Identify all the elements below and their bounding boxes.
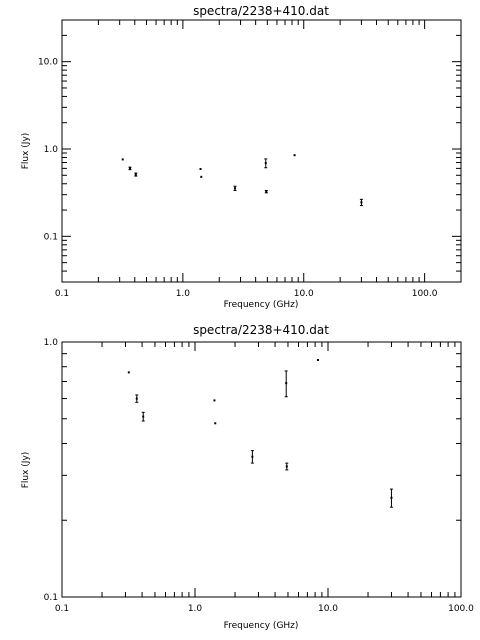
bottom-data-marker [127,371,130,374]
bottom-panel: spectra/2238+410.dat 0.1 1.0 10.0 100.0 0.1 1… [21,323,474,631]
top-data-point [264,189,268,194]
top-axis-ticks: 0.1 1.0 10.0 100.0 0.1 1.0 10.0 [38,19,462,299]
bottom-data-point [316,358,319,361]
bottom-data-point [284,370,288,398]
top-data-marker [265,190,268,193]
top-data-point [128,166,132,171]
top-chart-title: spectra/2238+410.dat [193,4,329,18]
top-x-axis-label: Frequency (GHz) [224,300,299,310]
top-data-point [264,158,268,169]
top-data-marker [200,175,203,178]
top-x-tick-label: 100.0 [412,289,438,299]
bottom-data-point [285,462,289,471]
bottom-data-marker [316,358,319,361]
bottom-data-point [141,411,145,422]
bottom-y-tick-label: 0.1 [44,593,58,603]
bottom-x-tick-label: 10.0 [318,604,338,614]
top-data-marker [121,158,124,161]
bottom-data-marker [285,382,288,385]
top-y-tick-label: 1.0 [44,145,59,155]
top-y-tick-label: 10.0 [38,58,58,68]
bottom-data-marker [213,399,216,402]
bottom-x-axis-label: Frequency (GHz) [224,621,299,631]
top-y-axis-label: Flux (Jy) [21,133,31,170]
top-data-point [200,175,203,178]
top-data-point [359,198,363,207]
top-data-marker [234,187,237,190]
bottom-data-points [127,358,393,508]
bottom-data-marker [251,455,254,458]
top-data-point [199,168,202,171]
top-data-marker [293,154,296,157]
top-data-points [121,154,363,207]
bottom-chart-title: spectra/2238+410.dat [193,323,329,337]
top-data-marker [360,201,363,204]
top-x-tick-label: 0.1 [55,289,69,299]
top-data-point [121,158,124,161]
bottom-data-point [214,422,217,425]
top-data-marker [264,162,267,165]
bottom-axis-ticks: 0.1 1.0 10.0 100.0 0.1 1.0 [44,338,474,614]
bottom-x-tick-label: 0.1 [55,604,69,614]
top-data-marker [128,167,131,170]
top-y-tick-label: 0.1 [44,232,58,242]
bottom-y-tick-label: 1.0 [44,338,59,348]
top-x-tick-label: 1.0 [176,289,191,299]
top-data-point [134,172,138,177]
top-data-marker [199,168,202,171]
bottom-data-marker [214,422,217,425]
bottom-data-point [135,394,139,403]
bottom-data-point [127,371,130,374]
bottom-data-point [213,399,216,402]
bottom-data-point [389,488,393,508]
bottom-data-point [250,450,254,464]
top-plot-frame [61,19,462,283]
bottom-x-tick-label: 1.0 [188,604,203,614]
bottom-data-marker [285,465,288,468]
bottom-data-marker [135,397,138,400]
top-x-tick-label: 10.0 [294,289,314,299]
bottom-x-tick-label: 100.0 [448,604,474,614]
top-data-marker [134,173,137,176]
bottom-y-axis-label: Flux (Jy) [21,452,31,489]
bottom-data-marker [142,415,145,418]
top-data-point [233,185,237,191]
top-panel: spectra/2238+410.dat 0.1 1.0 10.0 100.0 0.1 1… [21,4,462,310]
top-data-point [293,154,296,157]
bottom-data-marker [390,496,393,499]
bottom-plot-frame [61,341,462,598]
